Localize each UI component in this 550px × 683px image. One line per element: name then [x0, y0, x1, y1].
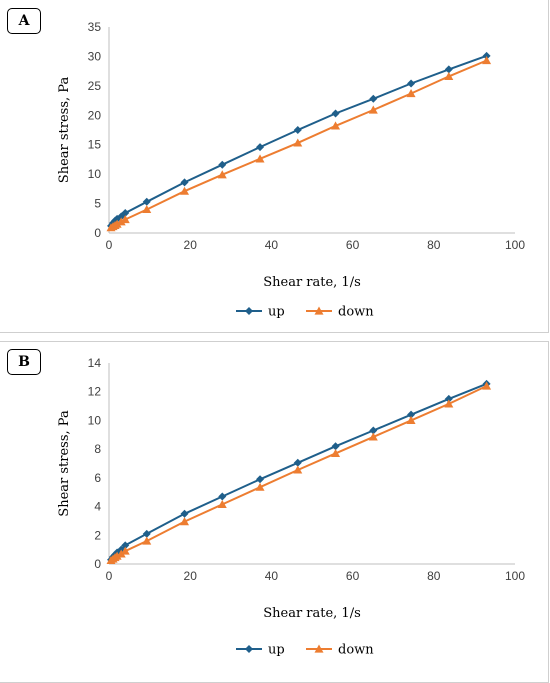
- x-tick-label: 40: [265, 569, 279, 583]
- data-point-down: [406, 415, 416, 425]
- data-point-down: [142, 204, 152, 214]
- data-point-up: [218, 160, 227, 169]
- y-tick-label: 0: [94, 226, 101, 240]
- data-point-down: [120, 214, 130, 224]
- x-tick-label: 0: [106, 569, 113, 583]
- data-point-up: [369, 94, 378, 103]
- legend-marker-down: [314, 644, 324, 653]
- data-point-down: [112, 551, 122, 560]
- data-point-up: [331, 442, 340, 451]
- data-point-up: [142, 197, 151, 206]
- data-point-down: [368, 432, 378, 441]
- data-point-up: [121, 208, 130, 217]
- x-tick-label: 60: [346, 569, 360, 583]
- data-point-up: [444, 394, 453, 403]
- y-tick-label: 35: [88, 20, 102, 34]
- y-axis-title: Shear stress, Pa: [57, 77, 72, 184]
- y-tick-label: 0: [94, 557, 101, 571]
- data-point-up: [218, 492, 227, 501]
- data-point-down: [293, 465, 303, 474]
- legend: up down: [236, 643, 374, 658]
- legend-marker-up: [245, 307, 253, 315]
- data-point-down: [217, 499, 227, 509]
- data-point-up: [407, 410, 416, 419]
- legend-label-up: up: [268, 643, 285, 658]
- chart-a-svg: 0 5 10 15 20 25 30 35 0 20 40 60 80 100 Shear rate, 1/…: [57, 20, 525, 320]
- y-tick-label: 15: [88, 138, 102, 152]
- legend-marker-up: [245, 645, 253, 653]
- y-tick-label: 4: [94, 500, 101, 514]
- data-point-down: [217, 170, 227, 179]
- x-tick-label: 0: [106, 238, 113, 252]
- y-tick-label: 10: [88, 167, 102, 181]
- x-tick-label: 40: [265, 238, 279, 252]
- legend-label-down: down: [338, 305, 374, 320]
- chart-panel-a: A 0 5 10 15 20 25 30 35 0 20 40 60 80 100 Shear rate, …: [0, 0, 549, 333]
- data-point-up: [142, 529, 151, 538]
- x-axis-title: Shear rate, 1/s: [263, 275, 361, 290]
- panel-label-b: B: [7, 349, 41, 375]
- data-point-down: [142, 536, 152, 545]
- data-point-down: [444, 71, 454, 81]
- x-tick-label: 100: [505, 569, 525, 583]
- data-point-down: [116, 217, 126, 226]
- data-point-up: [256, 143, 265, 152]
- x-tick-label: 80: [427, 569, 441, 583]
- data-point-up: [444, 65, 453, 74]
- data-point-up: [293, 126, 302, 134]
- data-point-down: [255, 154, 265, 163]
- data-point-down: [180, 186, 190, 195]
- data-point-up: [482, 51, 491, 60]
- data-point-up: [331, 109, 340, 118]
- y-tick-label: 20: [88, 108, 102, 122]
- legend-label-up: up: [268, 305, 285, 320]
- data-point-down: [180, 517, 190, 526]
- y-tick-label: 30: [88, 49, 102, 63]
- y-tick-label: 8: [94, 442, 101, 456]
- data-point-down: [406, 89, 416, 98]
- data-point-up: [407, 79, 416, 88]
- data-point-down: [112, 219, 122, 228]
- data-point-up: [121, 541, 130, 550]
- panel-label-a: A: [7, 8, 41, 34]
- data-point-up: [180, 178, 189, 187]
- y-tick-label: 12: [88, 385, 102, 399]
- legend: up down: [236, 305, 374, 320]
- x-tick-label: 20: [184, 569, 198, 583]
- y-tick-label: 10: [88, 413, 102, 427]
- y-tick-label: 6: [94, 471, 101, 485]
- data-point-up: [180, 509, 189, 518]
- x-tick-label: 100: [505, 238, 525, 252]
- y-tick-label: 5: [94, 197, 101, 211]
- data-point-down: [293, 138, 303, 147]
- y-tick-label: 25: [88, 79, 102, 93]
- data-point-down: [116, 549, 126, 558]
- x-tick-label: 80: [427, 238, 441, 252]
- x-axis-title: Shear rate, 1/s: [263, 606, 361, 621]
- y-tick-label: 14: [88, 356, 102, 370]
- data-point-up: [293, 458, 302, 467]
- data-point-up: [369, 426, 378, 435]
- data-point-down: [120, 546, 130, 555]
- data-point-down: [331, 448, 341, 458]
- data-point-down: [444, 399, 454, 408]
- data-point-up: [256, 475, 265, 484]
- data-point-down: [482, 381, 492, 390]
- x-tick-label: 20: [184, 238, 198, 252]
- x-tick-label: 60: [346, 238, 360, 252]
- legend-label-down: down: [338, 643, 374, 658]
- data-point-down: [368, 105, 378, 114]
- data-point-down: [482, 56, 492, 65]
- data-point-down: [255, 482, 265, 491]
- chart-panel-b: B 0 2 4 6 8 10 12 14 0 20 40 60 80 100 Shear rate, 1/s…: [0, 341, 549, 683]
- data-point-down: [331, 121, 341, 130]
- legend-marker-down: [314, 306, 324, 315]
- y-tick-label: 2: [94, 528, 101, 542]
- y-axis-title: Shear stress, Pa: [57, 410, 72, 517]
- chart-b-svg: 0 2 4 6 8 10 12 14 0 20 40 60 80 100 Shear rate, 1/s Sh…: [57, 356, 525, 658]
